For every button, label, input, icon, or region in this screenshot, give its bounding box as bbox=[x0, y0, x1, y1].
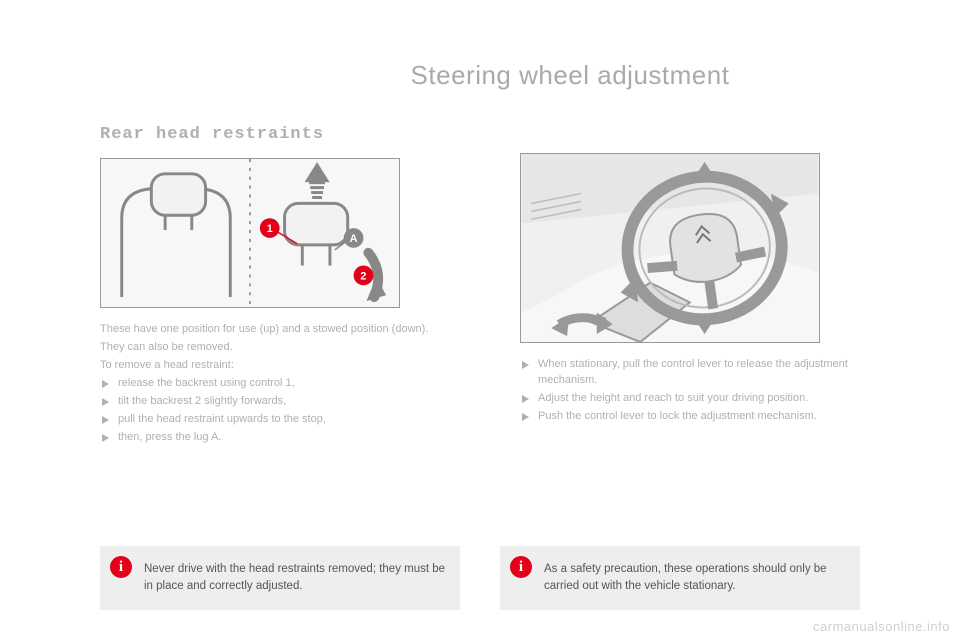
intro-line-2: They can also be removed. bbox=[100, 340, 480, 356]
callout-text: Never drive with the head restraints rem… bbox=[144, 561, 446, 594]
svg-text:2: 2 bbox=[360, 270, 366, 282]
warning-icon: i bbox=[510, 556, 532, 578]
callout-stationary-warning: i As a safety precaution, these operatio… bbox=[500, 546, 860, 610]
headrest-steps: release the backrest using control 1, ti… bbox=[100, 376, 480, 446]
intro-line-3: To remove a head restraint: bbox=[100, 358, 480, 374]
headrest-illustration: 1 A 2 bbox=[100, 158, 400, 308]
callout-headrest-warning: i Never drive with the head restraints r… bbox=[100, 546, 460, 610]
step-item: When stationary, pull the control lever … bbox=[520, 357, 900, 389]
rear-headrest-heading: Rear head restraints bbox=[100, 125, 480, 144]
step-item: release the backrest using control 1, bbox=[100, 376, 480, 392]
step-item: pull the head restraint upwards to the s… bbox=[100, 412, 480, 428]
callout-text: As a safety precaution, these operations… bbox=[544, 561, 846, 594]
steering-text: When stationary, pull the control lever … bbox=[520, 357, 900, 425]
step-item: Push the control lever to lock the adjus… bbox=[520, 409, 900, 425]
steering-illustration bbox=[520, 153, 820, 343]
content-columns: Rear head restraints bbox=[100, 125, 900, 448]
warning-icon: i bbox=[110, 556, 132, 578]
step-item: Adjust the height and reach to suit your… bbox=[520, 391, 900, 407]
warning-callouts: i Never drive with the head restraints r… bbox=[100, 546, 860, 610]
manual-page: Steering wheel adjustment Rear head rest… bbox=[0, 0, 960, 640]
step-item: then, press the lug A. bbox=[100, 430, 480, 446]
steering-steps: When stationary, pull the control lever … bbox=[520, 357, 900, 425]
step-item: tilt the backrest 2 slightly forwards, bbox=[100, 394, 480, 410]
watermark: carmanualsonline.info bbox=[813, 619, 950, 634]
page-title: Steering wheel adjustment bbox=[240, 60, 900, 91]
headrest-text: These have one position for use (up) and… bbox=[100, 322, 480, 446]
right-column: When stationary, pull the control lever … bbox=[520, 125, 900, 448]
intro-line-1: These have one position for use (up) and… bbox=[100, 322, 480, 338]
left-column: Rear head restraints bbox=[100, 125, 480, 448]
svg-text:A: A bbox=[350, 233, 358, 245]
svg-text:1: 1 bbox=[267, 223, 273, 235]
